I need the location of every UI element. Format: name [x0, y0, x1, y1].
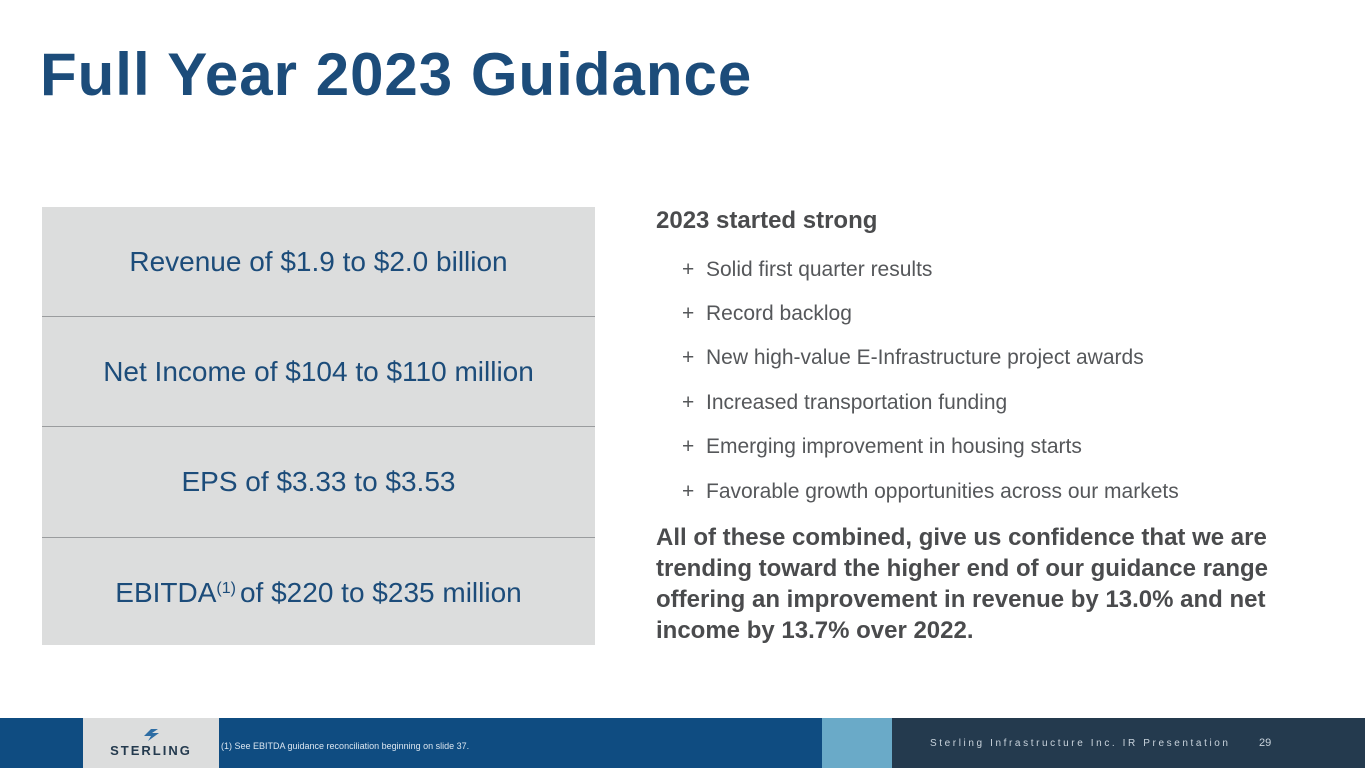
guidance-net-income: Net Income of $104 to $110 million: [103, 355, 534, 387]
bullet-item: + Emerging improvement in housing starts: [682, 435, 1082, 459]
plus-icon: +: [682, 435, 695, 458]
bullet-text: Emerging improvement in housing starts: [706, 435, 1082, 458]
bullet-item: + Increased transportation funding: [682, 391, 1007, 415]
bullet-item: + Record backlog: [682, 302, 852, 326]
plus-icon: +: [682, 391, 695, 414]
divider: [42, 537, 595, 538]
bullet-text: Solid first quarter results: [706, 258, 933, 281]
bullet-text: New high-value E-Infrastructure project …: [706, 346, 1144, 369]
plus-icon: +: [682, 480, 695, 503]
bullet-text: Record backlog: [706, 302, 852, 325]
plus-icon: +: [682, 302, 695, 325]
divider: [42, 426, 595, 427]
logo-text: STERLING: [110, 743, 192, 758]
footer-dark-band: [892, 718, 1365, 768]
bullet-item: + New high-value E-Infrastructure project…: [682, 346, 1144, 370]
ebitda-range: of $220 to $235 million: [239, 576, 522, 608]
presentation-name: Sterling Infrastructure Inc. IR Presenta…: [930, 738, 1231, 749]
guidance-eps: EPS of $3.33 to $3.53: [181, 465, 456, 497]
sterling-mark-icon: [144, 729, 159, 741]
guidance-ebitda: EBITDA (1) of $220 to $235 million: [42, 538, 595, 647]
plus-icon: +: [682, 346, 695, 369]
divider: [42, 316, 595, 317]
plus-icon: +: [682, 258, 695, 281]
bullet-item: + Solid first quarter results: [682, 258, 932, 282]
ebitda-label: EBITDA: [115, 576, 217, 608]
footnote: (1) See EBITDA guidance reconciliation b…: [221, 741, 470, 751]
bullet-text: Favorable growth opportunities across ou…: [706, 480, 1179, 503]
guidance-revenue: Revenue of $1.9 to $2.0 billion: [129, 245, 508, 277]
company-logo: STERLING: [83, 718, 219, 768]
footer-accent-band: [822, 718, 892, 768]
conclusion-text: All of these combined, give us confidenc…: [656, 524, 1269, 644]
guidance-table: Revenue of $1.9 to $2.0 billion Net Inco…: [42, 207, 595, 645]
footnote-marker: (1): [216, 579, 236, 597]
page-number: 29: [1259, 737, 1272, 749]
bullet-text: Increased transportation funding: [706, 391, 1008, 414]
highlights-heading: 2023 started strong: [656, 207, 878, 234]
page-title: Full Year 2023 Guidance: [40, 41, 753, 108]
footer: STERLING (1) See EBITDA guidance reconci…: [0, 718, 1365, 768]
bullet-item: + Favorable growth opportunities across o…: [682, 480, 1179, 504]
